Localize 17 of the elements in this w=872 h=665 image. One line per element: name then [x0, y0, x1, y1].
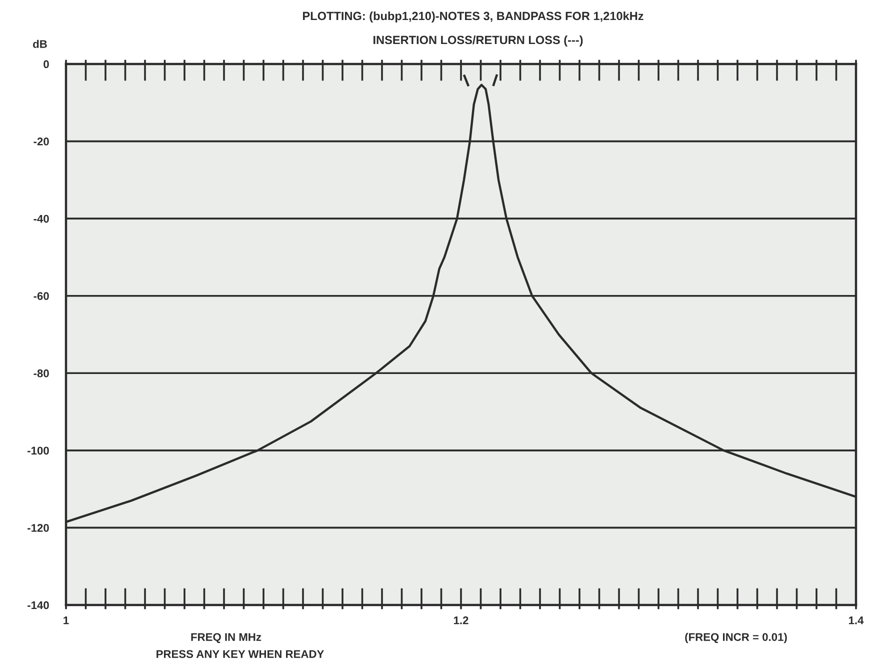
x-axis-title: FREQ IN MHz	[191, 633, 262, 644]
text: (FREQ INCR = 0.01)	[685, 632, 787, 644]
x-tick-label: 1.4	[848, 616, 864, 624]
y-tick-label: -100	[28, 446, 49, 455]
chart-subtitle: INSERTION LOSS/RETURN LOSS (---)	[374, 36, 583, 47]
y-tick-label: -40	[34, 214, 49, 223]
text: PRESS ANY KEY WHEN READY	[156, 650, 324, 658]
y-tick-label: 0	[44, 60, 49, 68]
x-tick-label: 1	[64, 616, 69, 624]
y-axis-title: dB	[33, 40, 47, 48]
x-tick-label: 1.2	[454, 616, 468, 624]
y-tick-label: -20	[34, 138, 49, 146]
y-tick-label: -120	[28, 524, 49, 532]
chart-title: PLOTTING: (bubp1,210)-NOTES 3, BANDPASS FOR 1,210kHz	[303, 12, 644, 23]
y-tick-label: -140	[28, 601, 49, 610]
y-tick-label: -80	[34, 369, 49, 378]
y-tick-label: -60	[34, 292, 49, 300]
